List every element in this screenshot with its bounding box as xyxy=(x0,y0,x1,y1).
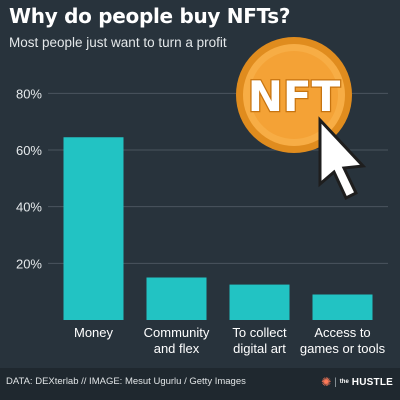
brand-name: HUSTLE xyxy=(351,376,393,388)
source-credit: DATA: DEXterlab // IMAGE: Mesut Ugurlu /… xyxy=(6,376,246,387)
bar xyxy=(63,137,124,320)
arrow-cursor-icon xyxy=(318,116,367,201)
y-tick-label: 40% xyxy=(16,200,42,215)
brand-logo: ✺ | the HUSTLE xyxy=(321,375,393,389)
bar xyxy=(312,294,373,320)
brand-the: the xyxy=(339,379,349,385)
x-category-label: and flex xyxy=(154,341,200,356)
brand-divider: | xyxy=(334,376,337,388)
bar xyxy=(146,277,207,320)
coin-inner xyxy=(250,51,338,139)
chart-title: Why do people buy NFTs? xyxy=(9,4,291,28)
x-category-label: Money xyxy=(74,325,114,340)
hubspot-sprocket-icon: ✺ xyxy=(321,375,332,389)
bar xyxy=(229,284,290,320)
y-axis-ticks: 20% 40% 60% 80% xyxy=(16,86,42,271)
footer-bar xyxy=(0,368,400,400)
x-category-label: Community xyxy=(144,325,210,340)
x-category-label: To collect xyxy=(232,325,287,340)
y-tick-label: 20% xyxy=(16,256,42,271)
bars xyxy=(63,137,373,320)
coin-nft-text: NFT xyxy=(248,72,341,121)
x-category-label: games or tools xyxy=(300,341,386,356)
y-tick-label: 80% xyxy=(16,86,42,101)
chart-subtitle: Most people just want to turn a profit xyxy=(9,35,227,50)
y-tick-label: 60% xyxy=(16,143,42,158)
x-category-label: Access to xyxy=(314,325,370,340)
x-category-label: digital art xyxy=(233,341,286,356)
